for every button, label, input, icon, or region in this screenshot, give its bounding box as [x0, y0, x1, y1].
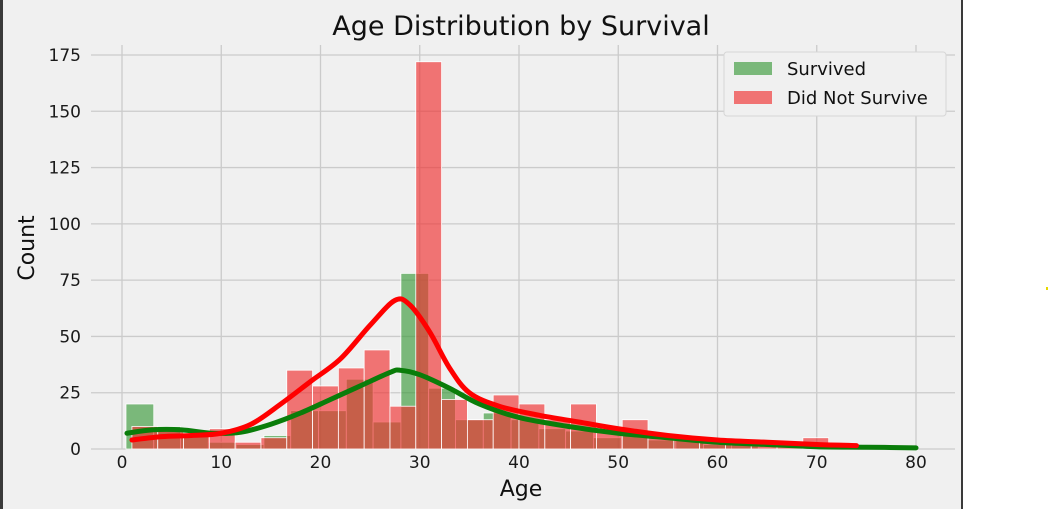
bar-did-not-survive	[234, 441, 262, 450]
x-tick-label: 40	[508, 453, 530, 473]
legend-label-did-not-survive: Did Not Survive	[787, 88, 928, 109]
bar-did-not-survive	[441, 399, 468, 450]
x-tick-label: 80	[905, 453, 927, 473]
kde-layer	[124, 296, 919, 451]
x-tick-label: 30	[409, 453, 431, 473]
legend-box	[723, 51, 947, 117]
chart-svg: 0 25 50 75 100 125 150 175 0 10 20 30 40 50 60 70 80 Age…	[15, 11, 955, 502]
y-tick-label: 75	[59, 271, 81, 291]
x-tick-label: 20	[310, 453, 332, 473]
bars-layer	[125, 61, 917, 450]
bar-did-not-survive	[260, 437, 288, 450]
y-tick-label: 175	[49, 46, 81, 66]
y-tick-label: 100	[49, 215, 81, 235]
y-tick-label: 50	[59, 327, 81, 347]
legend-swatch-survived	[734, 62, 772, 75]
x-tick-label: 50	[607, 453, 629, 473]
x-axis-title: Age	[500, 477, 543, 502]
y-tick-label: 25	[59, 384, 81, 404]
bar-did-not-survive	[415, 61, 442, 450]
legend: Survived Did Not Survive	[723, 51, 947, 117]
bar-did-not-survive	[389, 405, 417, 450]
y-tick-label: 125	[49, 159, 81, 179]
x-tick-label: 0	[117, 453, 128, 473]
chart-title: Age Distribution by Survival	[332, 11, 709, 42]
bar-did-not-survive	[337, 367, 365, 450]
bar-did-not-survive	[466, 419, 494, 450]
stray-dot	[1046, 287, 1048, 290]
y-axis-title: Count	[15, 215, 40, 281]
x-tick-label: 60	[707, 453, 729, 473]
x-tick-label: 10	[210, 453, 232, 473]
bar-did-not-survive	[363, 349, 391, 450]
y-tick-label: 0	[70, 440, 81, 460]
legend-swatch-did-not-survive	[734, 91, 772, 104]
legend-label-survived: Survived	[787, 59, 866, 80]
ticks-layer: 0 25 50 75 100 125 150 175 0 10 20 30 40 50 60 70 80	[49, 46, 927, 473]
x-tick-label: 70	[806, 453, 828, 473]
kde-line-did-not-survive	[129, 296, 859, 449]
y-tick-label: 150	[49, 102, 81, 122]
